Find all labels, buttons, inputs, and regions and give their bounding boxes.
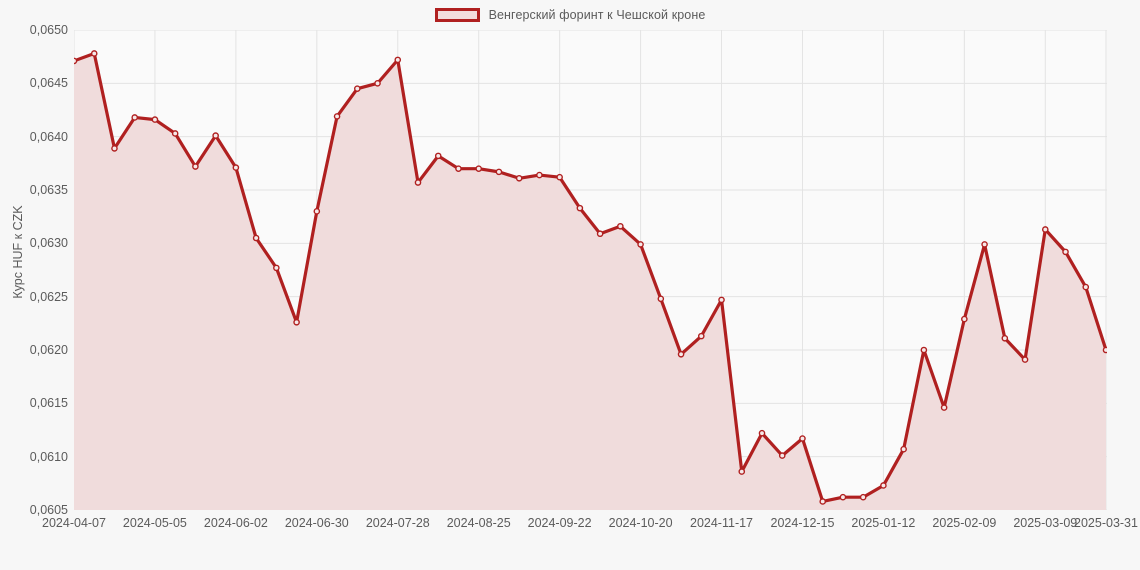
x-axis-tick-label: 2024-07-28 [365, 516, 430, 530]
plot-area [74, 30, 1107, 510]
data-point-marker[interactable] [273, 264, 280, 272]
data-point-marker[interactable] [617, 222, 624, 230]
data-point-marker[interactable] [1021, 356, 1029, 363]
x-axis-tick-label: 2024-04-07 [42, 516, 106, 530]
data-point-marker[interactable] [657, 295, 665, 303]
x-axis-tick-label: 2024-08-25 [446, 516, 511, 530]
x-axis-tick-label: 2024-10-20 [608, 516, 673, 530]
data-point-marker[interactable] [697, 332, 705, 340]
data-point-marker[interactable] [394, 56, 402, 64]
x-axis-tick-label: 2024-12-15 [770, 516, 835, 530]
data-point-marker[interactable] [536, 171, 543, 179]
x-axis-tick-label: 2024-09-22 [527, 516, 592, 530]
data-point-marker[interactable] [940, 404, 948, 411]
chart-legend: Венгерский форинт к Чешской кроне [0, 4, 1140, 26]
data-point-marker[interactable] [1001, 334, 1009, 342]
data-point-marker[interactable] [576, 204, 584, 212]
series-line [74, 51, 1107, 504]
data-point-marker[interactable] [637, 241, 644, 248]
y-axis-tick-label: 0,0610 [29, 449, 68, 464]
y-axis-tick-label: 0,0630 [29, 236, 68, 251]
x-axis-tick-label: 2024-06-02 [203, 516, 268, 530]
data-point-marker[interactable] [333, 113, 341, 120]
series-markers [74, 50, 1107, 505]
x-axis-tick-label: 2025-02-09 [932, 516, 997, 530]
data-point-marker[interactable] [353, 85, 361, 92]
data-point-marker[interactable] [232, 164, 240, 171]
series-swatch-icon [434, 8, 480, 22]
data-point-marker[interactable] [718, 296, 725, 304]
data-point-marker[interactable] [859, 493, 867, 501]
x-axis-tick-label: 2025-01-12 [851, 516, 916, 530]
data-point-marker[interactable] [495, 168, 503, 176]
data-point-marker[interactable] [819, 498, 827, 505]
data-point-marker[interactable] [111, 145, 118, 152]
y-axis-tick-label: 0,0620 [29, 343, 68, 357]
data-point-marker[interactable] [799, 435, 806, 442]
y-axis-tick-label: 0,0605 [29, 503, 68, 517]
data-point-marker[interactable] [738, 468, 746, 475]
data-point-marker[interactable] [961, 315, 968, 323]
data-point-marker[interactable] [1102, 346, 1107, 354]
x-axis-tick-label: 2024-05-05 [122, 516, 187, 530]
data-point-marker[interactable] [758, 429, 766, 437]
x-axis-tick-label: 2024-11-17 [689, 516, 754, 530]
data-point-marker[interactable] [374, 80, 381, 87]
data-point-marker[interactable] [131, 114, 139, 121]
data-point-marker[interactable] [90, 50, 98, 57]
legend-item-label[interactable]: Венгерский форинт к Чешской кроне [488, 8, 706, 22]
y-axis-tick-label: 0,0625 [29, 289, 68, 304]
line-chart-svg [74, 30, 1107, 510]
data-point-marker[interactable] [900, 445, 907, 453]
x-axis-tick-label: 2025-03-31 [1074, 516, 1138, 530]
data-point-marker[interactable] [151, 116, 159, 123]
data-point-marker[interactable] [74, 57, 78, 65]
data-point-marker[interactable] [434, 152, 442, 160]
data-point-marker[interactable] [313, 208, 321, 215]
data-point-marker[interactable] [455, 165, 462, 172]
data-point-marker[interactable] [515, 174, 523, 182]
y-axis-tick-label: 0,0635 [29, 183, 68, 197]
x-axis-ticks: 2024-04-07 2024-05-05 2024-06-02 2024-06-30… [0, 516, 1140, 536]
x-axis-tick-label: 2024-06-30 [284, 516, 349, 530]
data-point-marker[interactable] [192, 163, 199, 170]
y-axis-ticks: 0,0605 0,0610 0,0615 0,0620 0,0625 0,0630 0,06… [0, 23, 68, 517]
data-point-marker[interactable] [414, 179, 422, 186]
data-point-marker[interactable] [556, 173, 563, 181]
data-point-marker[interactable] [839, 493, 847, 501]
data-point-marker[interactable] [596, 230, 604, 238]
series-area-fill [74, 53, 1106, 510]
data-point-marker[interactable] [1041, 226, 1049, 233]
data-point-marker[interactable] [880, 482, 887, 489]
data-point-marker[interactable] [475, 165, 483, 172]
y-axis-tick-label: 0,0615 [29, 396, 68, 411]
data-point-marker[interactable] [293, 318, 300, 326]
data-point-marker[interactable] [778, 452, 786, 459]
data-point-marker[interactable] [920, 346, 928, 354]
data-point-marker[interactable] [252, 234, 260, 242]
x-axis-tick-label: 2025-03-09 [1013, 516, 1078, 530]
y-axis-tick-label: 0,0645 [29, 76, 68, 91]
y-axis-tick-label: 0,0640 [29, 129, 68, 144]
data-point-marker[interactable] [1082, 283, 1090, 291]
data-point-marker[interactable] [981, 241, 988, 248]
y-axis-tick-label: 0,0650 [29, 23, 68, 37]
data-point-marker[interactable] [1062, 248, 1069, 256]
data-point-marker[interactable] [212, 132, 219, 139]
data-point-marker[interactable] [171, 130, 179, 137]
data-point-marker[interactable] [677, 350, 685, 358]
